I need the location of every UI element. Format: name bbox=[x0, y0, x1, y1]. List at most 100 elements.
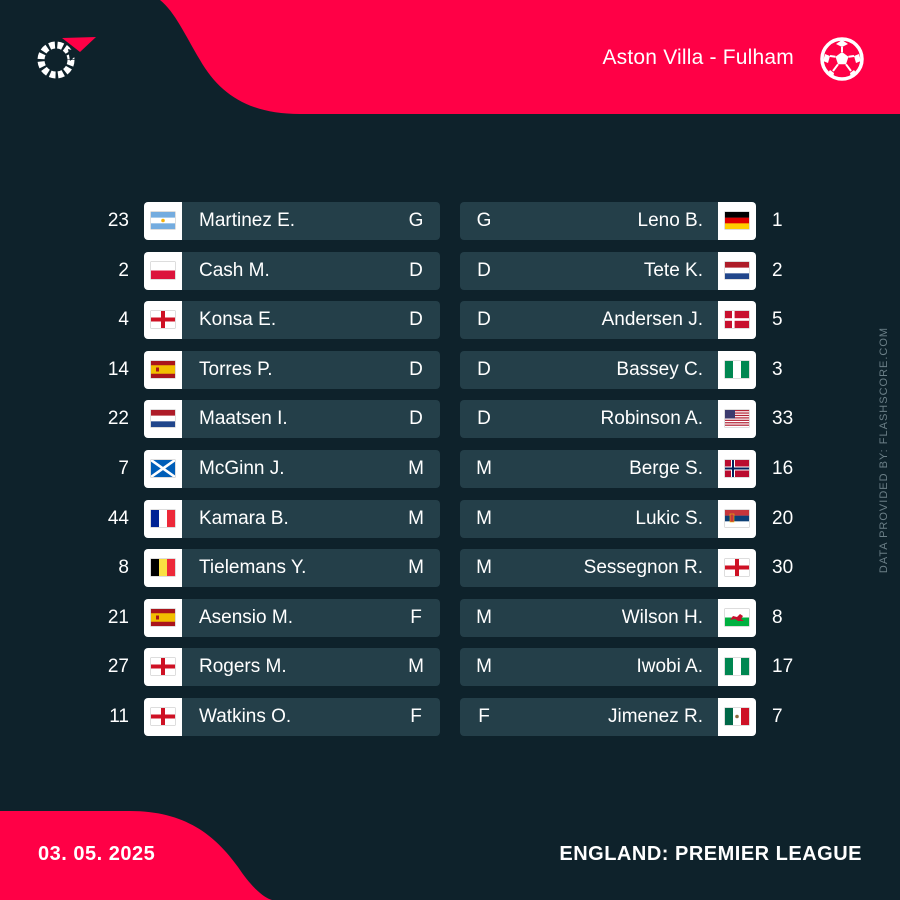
england-flag-icon bbox=[151, 707, 175, 725]
player-position: G bbox=[408, 210, 424, 231]
player-name: Wilson H. bbox=[621, 606, 703, 628]
player-bar: McGinn J. M bbox=[144, 449, 440, 488]
header-band bbox=[160, 0, 900, 114]
spain-flag-icon bbox=[151, 360, 175, 378]
player-bar: Cash M. D bbox=[144, 251, 440, 290]
player-name: Lukic S. bbox=[635, 507, 703, 529]
player-number: 2 bbox=[772, 259, 783, 281]
flag-box bbox=[144, 598, 182, 637]
flag-box bbox=[718, 598, 756, 637]
player-row: 3 Bassey C. D bbox=[460, 350, 810, 389]
player-position: M bbox=[476, 557, 492, 579]
player-bar: Robinson A. D bbox=[460, 400, 756, 439]
england-flag-icon bbox=[725, 559, 749, 577]
player-row: 16 Berge S. M bbox=[460, 449, 810, 488]
player-number: 1 bbox=[772, 210, 783, 231]
player-bar: Berge S. M bbox=[460, 449, 756, 488]
player-name: Asensio M. bbox=[199, 606, 293, 628]
data-provider-watermark: DATA PROVIDED BY: FLASHSCORE.COM bbox=[878, 326, 890, 574]
player-name: Cash M. bbox=[199, 259, 270, 281]
norway-flag-icon bbox=[725, 459, 749, 477]
home-lineup: 23 Martinez E. G 2 Cash M. D 4 Konsa E. D 14 Torre… bbox=[90, 202, 440, 748]
player-position: M bbox=[408, 457, 424, 479]
player-bar: Kamara B. M bbox=[144, 499, 440, 538]
flag-box bbox=[718, 697, 756, 736]
player-name: Sessegnon R. bbox=[583, 557, 703, 579]
player-name: Konsa E. bbox=[199, 309, 277, 331]
player-name: Maatsen I. bbox=[199, 408, 288, 430]
player-name: Jimenez R. bbox=[607, 705, 703, 727]
player-row: 22 Maatsen I. D bbox=[90, 400, 440, 439]
player-number: 30 bbox=[772, 557, 794, 579]
player-number: 17 bbox=[772, 656, 794, 678]
player-number: 27 bbox=[107, 656, 129, 678]
player-number: 8 bbox=[772, 606, 783, 628]
player-bar: Wilson H. M bbox=[460, 598, 756, 637]
player-row: 17 Iwobi A. M bbox=[460, 648, 810, 687]
germany-flag-icon bbox=[725, 212, 749, 229]
player-bar: Andersen J. D bbox=[460, 301, 756, 340]
flag-box bbox=[718, 648, 756, 687]
player-bar: Konsa E. D bbox=[144, 301, 440, 340]
player-bar: Watkins O. F bbox=[144, 697, 440, 736]
player-name: Torres P. bbox=[199, 358, 273, 380]
argentina-flag-icon bbox=[151, 212, 175, 229]
flag-box bbox=[144, 697, 182, 736]
player-name: Martinez E. bbox=[199, 210, 296, 231]
player-name: Watkins O. bbox=[199, 705, 292, 727]
player-bar: Leno B. G bbox=[460, 202, 756, 240]
player-number: 23 bbox=[107, 210, 129, 231]
flashscore-logo-icon bbox=[37, 37, 96, 79]
wales-flag-icon bbox=[725, 608, 749, 626]
player-row: 27 Rogers M. M bbox=[90, 648, 440, 687]
player-number: 14 bbox=[107, 358, 129, 380]
player-number: 33 bbox=[772, 408, 794, 430]
player-position: M bbox=[476, 507, 492, 529]
player-bar: Tielemans Y. M bbox=[144, 549, 440, 588]
belgium-flag-icon bbox=[151, 559, 175, 577]
player-position: D bbox=[409, 309, 423, 331]
player-name: Rogers M. bbox=[199, 656, 287, 678]
player-position: M bbox=[408, 656, 424, 678]
player-position: D bbox=[409, 259, 423, 281]
flag-box bbox=[718, 202, 756, 240]
player-number: 8 bbox=[118, 557, 129, 579]
netherlands-flag-icon bbox=[151, 410, 175, 428]
flag-box bbox=[144, 549, 182, 588]
player-name: Tielemans Y. bbox=[199, 557, 307, 579]
player-bar: Sessegnon R. M bbox=[460, 549, 756, 588]
player-number: 4 bbox=[118, 309, 129, 331]
match-date: 03. 05. 2025 bbox=[38, 843, 156, 865]
player-position: G bbox=[476, 210, 492, 231]
player-row: 21 Asensio M. F bbox=[90, 598, 440, 637]
spain-flag-icon bbox=[151, 608, 175, 626]
player-row: 20 Lukic S. M bbox=[460, 499, 810, 538]
player-position: D bbox=[477, 259, 491, 281]
player-bar: Maatsen I. D bbox=[144, 400, 440, 439]
player-position: M bbox=[476, 656, 492, 678]
player-row: 7 Jimenez R. F bbox=[460, 697, 810, 736]
denmark-flag-icon bbox=[725, 311, 749, 329]
player-number: 44 bbox=[107, 507, 129, 529]
flag-box bbox=[144, 301, 182, 340]
flag-box bbox=[144, 648, 182, 687]
scotland-flag-icon bbox=[151, 459, 175, 477]
player-position: D bbox=[409, 358, 423, 380]
player-row: 4 Konsa E. D bbox=[90, 301, 440, 340]
flag-box bbox=[144, 350, 182, 389]
flag-box bbox=[718, 400, 756, 439]
player-name: Robinson A. bbox=[600, 408, 703, 430]
netherlands-flag-icon bbox=[725, 261, 749, 279]
player-position: D bbox=[477, 408, 491, 430]
england-flag-icon bbox=[151, 311, 175, 329]
player-row: 5 Andersen J. D bbox=[460, 301, 810, 340]
player-position: D bbox=[409, 408, 423, 430]
flag-box bbox=[144, 449, 182, 488]
match-title: Aston Villa - Fulham bbox=[602, 46, 794, 69]
france-flag-icon bbox=[151, 509, 175, 527]
player-position: F bbox=[478, 705, 490, 727]
player-bar: Bassey C. D bbox=[460, 350, 756, 389]
flag-box bbox=[718, 350, 756, 389]
flag-box bbox=[718, 549, 756, 588]
poland-flag-icon bbox=[151, 261, 175, 279]
